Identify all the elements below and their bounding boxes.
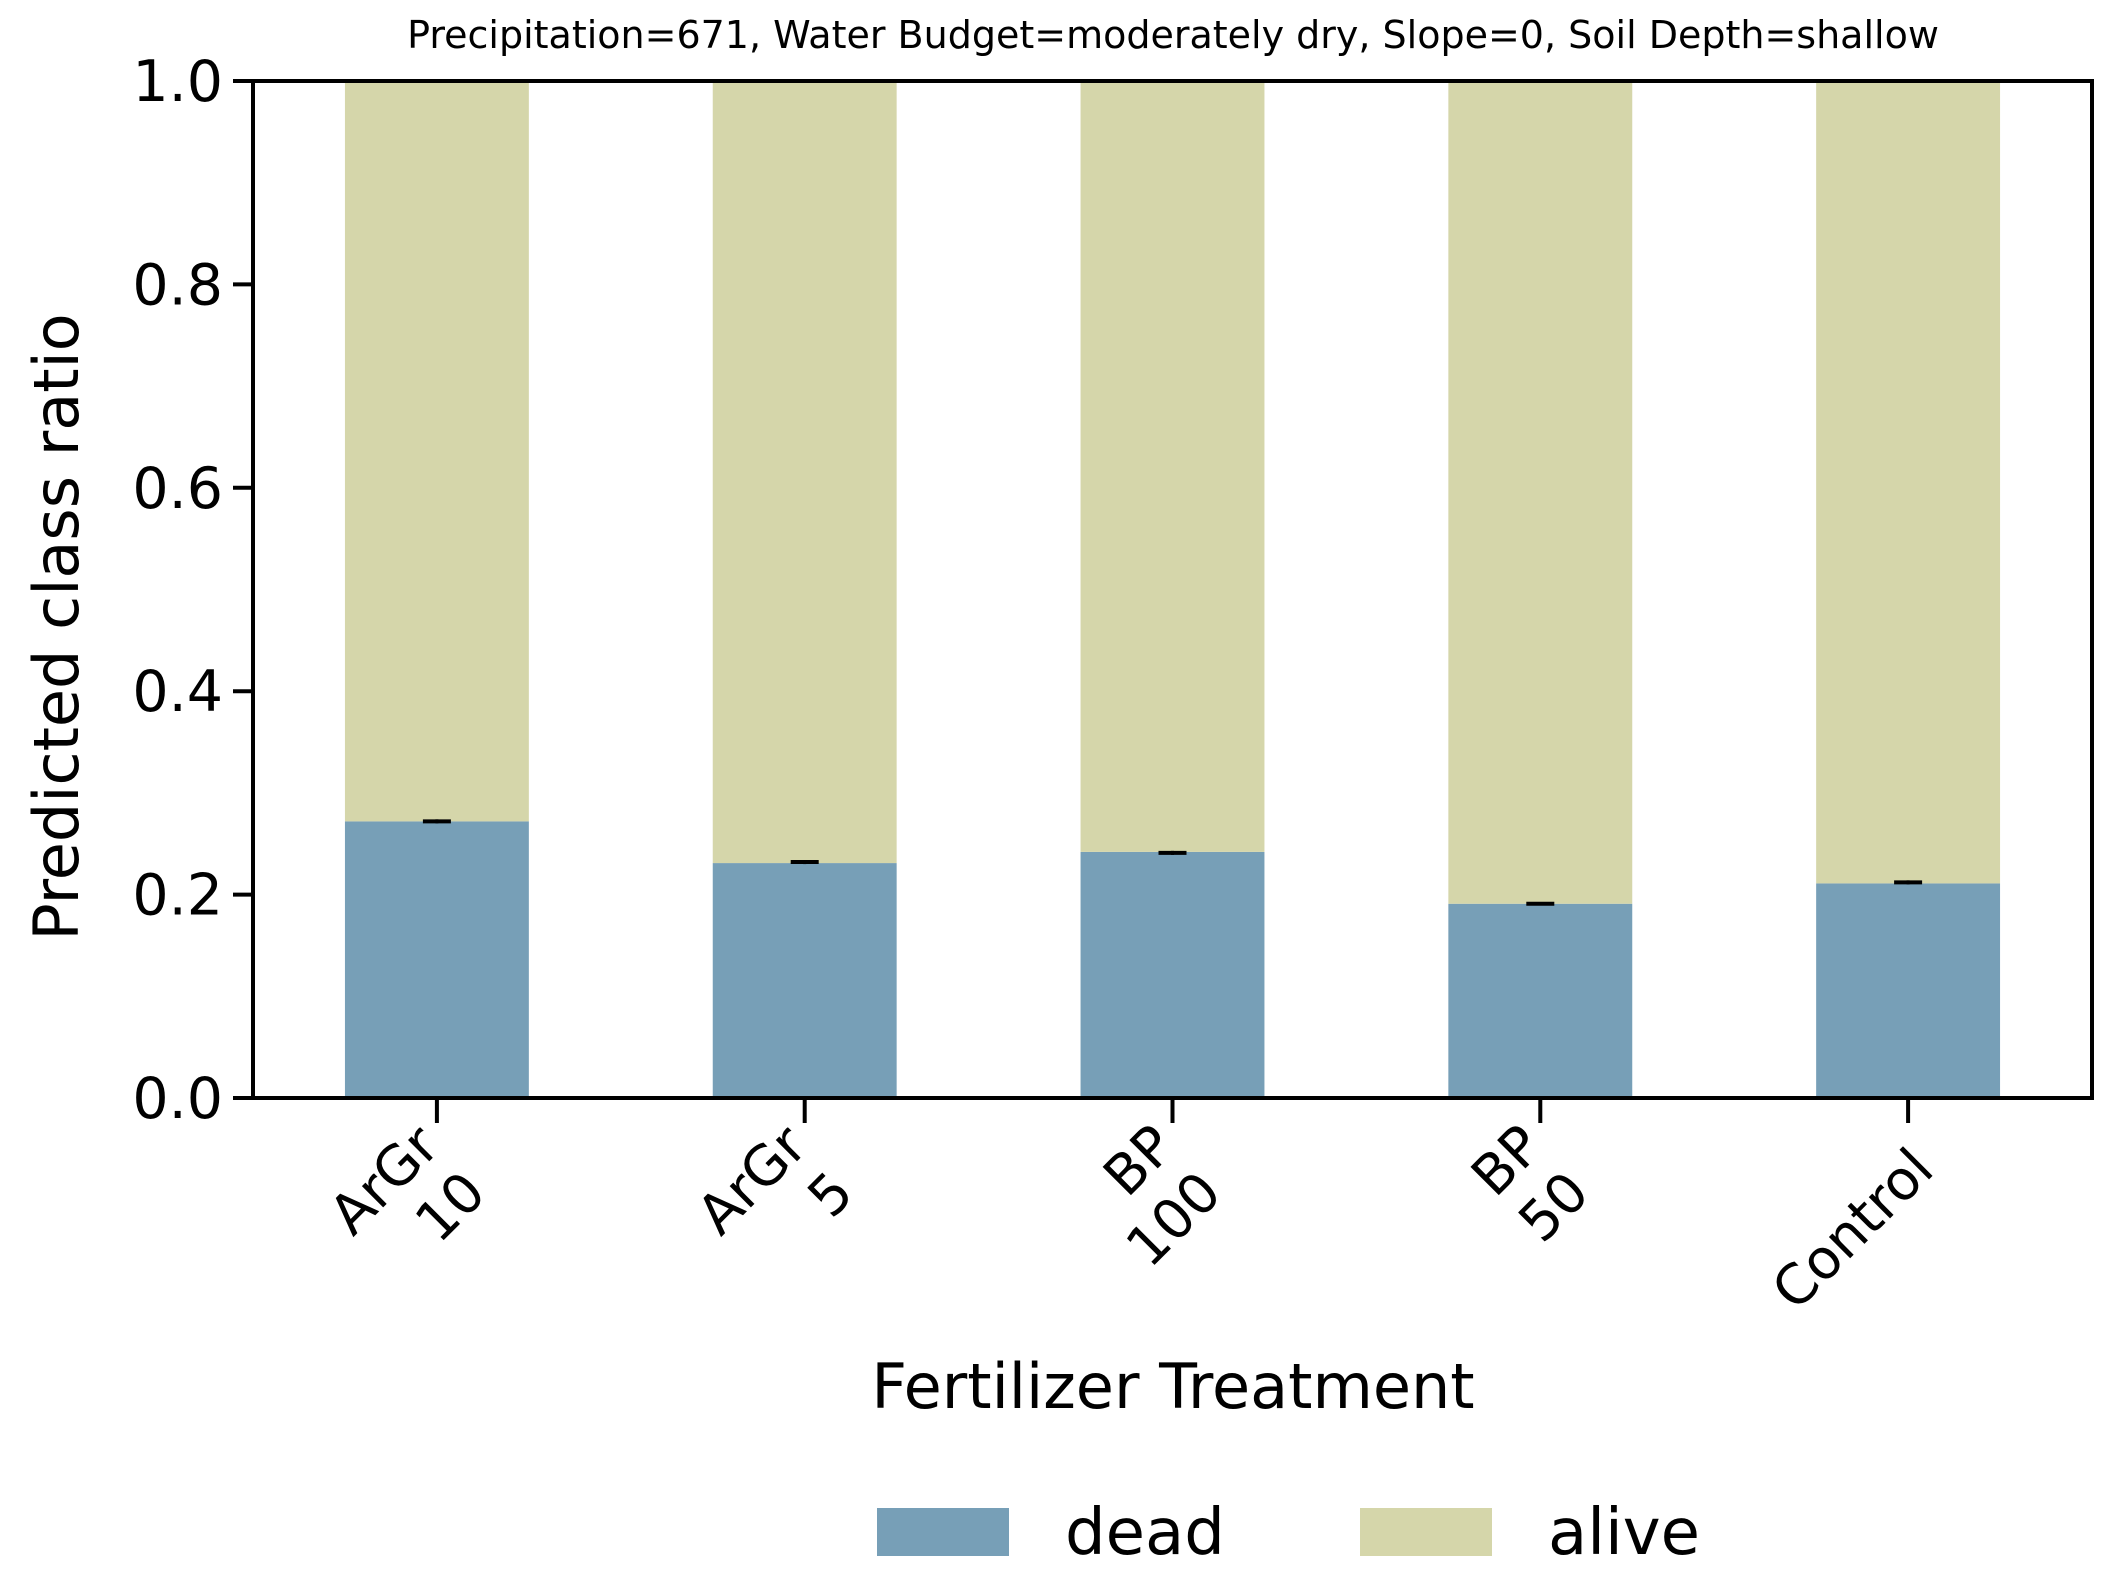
legend-label-dead: dead — [1065, 1496, 1225, 1570]
y-tick-label-4: 0.8 — [132, 252, 223, 318]
x-tick-label-4-line-0: Control — [1760, 1136, 1946, 1322]
bar-alive-2 — [1080, 81, 1265, 852]
error-bar-4 — [1894, 880, 1923, 885]
legend-item-dead: dead — [877, 1496, 1225, 1570]
legend-label-alive: alive — [1548, 1496, 1700, 1570]
y-tick-label-5: 1.0 — [132, 49, 223, 115]
legend-item-alive: alive — [1360, 1496, 1700, 1570]
bar-alive-4 — [1816, 81, 2001, 884]
y-axis: 0.0 0.2 0.4 0.6 0.8 1.0 — [132, 49, 253, 1132]
chart-title: Precipitation=671, Water Budget=moderate… — [407, 13, 1939, 57]
y-tick-label-3: 0.6 — [132, 456, 223, 522]
legend-swatch-dead — [877, 1508, 1009, 1556]
plot-area — [251, 79, 2094, 1100]
y-tick-label-2: 0.4 — [132, 659, 223, 725]
bar-dead-1 — [712, 863, 897, 1098]
bar-alive-3 — [1448, 81, 1633, 904]
y-tick-label-1: 0.2 — [132, 863, 223, 929]
bar-dead-4 — [1816, 883, 2001, 1098]
bar-alive-0 — [344, 81, 529, 822]
error-bar-2 — [1158, 850, 1187, 855]
error-bar-3 — [1526, 901, 1555, 906]
error-bar-0 — [422, 819, 451, 824]
bar-dead-2 — [1080, 851, 1265, 1098]
error-bar-1 — [790, 860, 819, 865]
bar-dead-0 — [344, 821, 529, 1098]
bar-dead-3 — [1448, 903, 1633, 1098]
legend-swatch-alive — [1360, 1508, 1492, 1556]
bar-alive-1 — [712, 81, 897, 864]
y-axis-label: Predicted class ratio — [20, 313, 93, 940]
legend: dead alive — [877, 1496, 1700, 1570]
y-tick-label-0: 0.0 — [132, 1066, 223, 1132]
x-axis-label: Fertilizer Treatment — [871, 1350, 1474, 1423]
x-tick-label-4: Control — [1760, 1136, 1946, 1322]
